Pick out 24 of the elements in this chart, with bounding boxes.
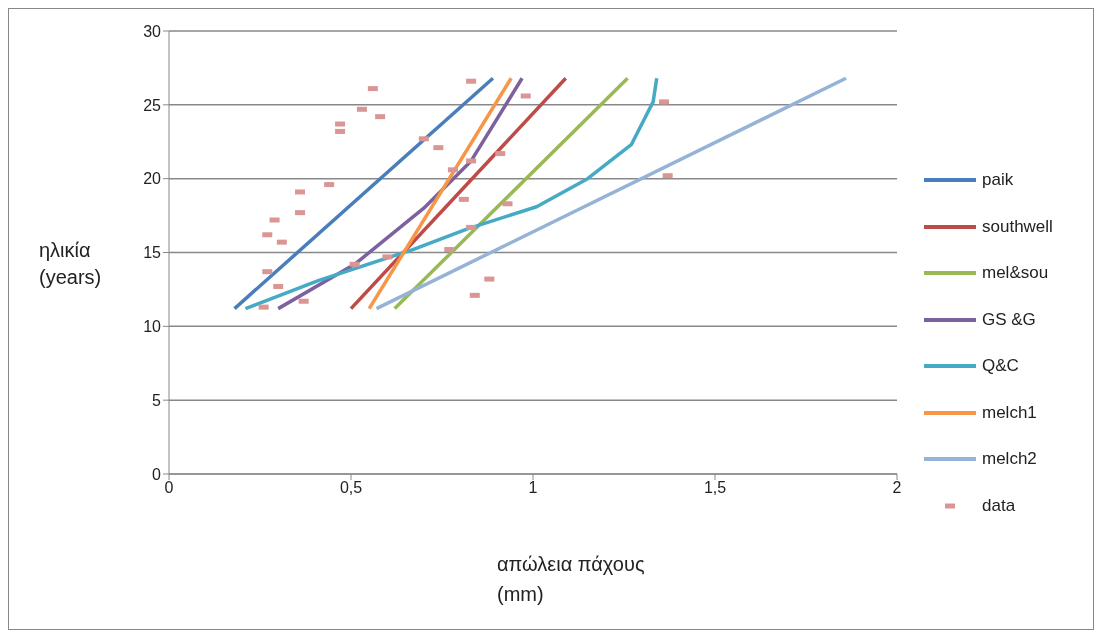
line-series	[243, 76, 659, 311]
y-tick-label: 10	[143, 318, 162, 336]
x-tick-label: 2	[892, 479, 902, 497]
line-series	[276, 76, 524, 311]
y-tick-label: 0	[152, 465, 162, 483]
legend-label: paik	[982, 170, 1014, 191]
y-tick-label: 30	[143, 22, 162, 40]
x-tick-label: 0	[164, 479, 174, 497]
y-tick-label: 20	[143, 170, 162, 188]
x-tick-label: 0,5	[339, 479, 363, 497]
legend-label: mel&sou	[982, 263, 1049, 284]
legend-label: melch2	[982, 449, 1037, 470]
x-tick-label: 1,5	[703, 479, 727, 497]
y-tick-label: 15	[143, 244, 162, 262]
legend-label: data	[982, 495, 1016, 516]
y-tick-label: 5	[152, 391, 162, 409]
legend-label: southwell	[982, 216, 1053, 237]
x-axis-title: απώλεια πάχους (mm)	[497, 552, 645, 607]
y-tick-label: 25	[143, 96, 162, 114]
legend-label: melch1	[982, 402, 1037, 423]
legend-label: GS &G	[982, 309, 1036, 330]
legend-label: Q&C	[982, 356, 1019, 377]
x-tick-label: 1	[528, 479, 538, 497]
y-axis-title: ηλικία (years)	[39, 238, 102, 290]
